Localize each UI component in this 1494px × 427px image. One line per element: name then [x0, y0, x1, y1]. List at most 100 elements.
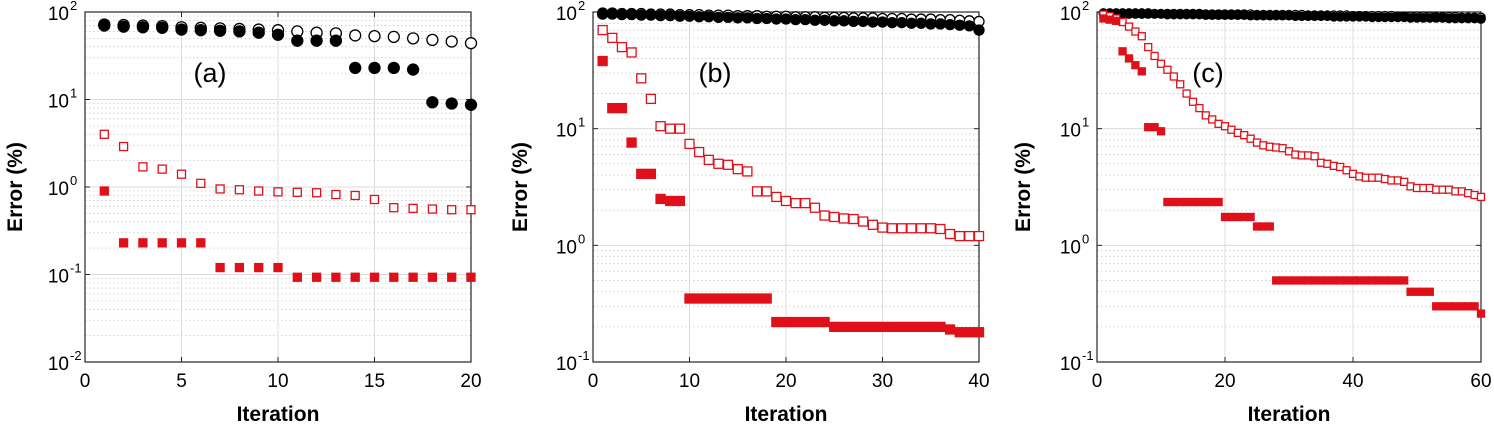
x-axis-label: Iteration: [1248, 403, 1331, 426]
filled-square-point: [176, 238, 187, 248]
open-square-point: [973, 230, 985, 242]
filled-square-point: [389, 272, 399, 282]
y-tick-exponent: -1: [578, 348, 590, 363]
x-tick-label: 15: [364, 371, 385, 392]
y-axis-label: Error (%): [4, 142, 27, 232]
series-red-open-square: [99, 129, 476, 215]
filled-circle-point: [98, 19, 111, 32]
x-tick-label: 0: [588, 371, 599, 392]
filled-square-point: [742, 293, 753, 304]
filled-circle-point: [606, 8, 618, 20]
x-tick-label: 0: [1092, 371, 1103, 392]
open-square-point: [819, 210, 830, 221]
open-square-point: [447, 205, 457, 215]
open-square-point: [761, 186, 772, 197]
open-square-point: [254, 186, 264, 196]
filled-circle-point: [905, 17, 918, 29]
panel-label-c: (c): [1192, 58, 1223, 88]
filled-square-point: [1137, 67, 1146, 76]
y-tick-base: 10: [556, 121, 577, 142]
filled-circle-point: [732, 12, 744, 24]
filled-circle-point: [136, 21, 150, 34]
filled-square-point: [694, 293, 705, 304]
filled-square-point: [800, 316, 811, 328]
open-square-point: [838, 213, 850, 224]
open-square-point: [944, 228, 956, 240]
filled-square-point: [867, 321, 878, 333]
open-square-point: [616, 41, 628, 53]
filled-circle-point: [683, 10, 696, 22]
y-tick-exponent: 0: [578, 231, 585, 246]
filled-square-point: [292, 272, 302, 282]
y-tick-base: 10: [48, 92, 69, 113]
filled-square-point: [684, 293, 695, 304]
filled-circle-point: [809, 14, 821, 26]
filled-square-point: [935, 321, 946, 333]
x-tick-label: 30: [872, 371, 893, 392]
filled-square-point: [964, 327, 975, 338]
open-square-point: [925, 223, 936, 234]
open-square-point: [99, 129, 109, 139]
filled-square-point: [973, 327, 985, 338]
open-square-point: [138, 162, 148, 172]
open-square-point: [703, 154, 714, 166]
open-square-point: [369, 194, 380, 205]
filled-circle-point: [925, 18, 937, 30]
open-square-point: [1310, 152, 1319, 161]
series-black-filled-circle: [98, 19, 478, 111]
open-circle-point: [406, 32, 420, 45]
filled-circle-point: [770, 13, 782, 25]
open-square-point: [964, 230, 975, 242]
filled-square-point: [331, 272, 341, 282]
filled-square-point: [665, 195, 676, 207]
open-square-point: [665, 123, 676, 134]
filled-square-point: [896, 321, 907, 333]
filled-circle-point: [886, 17, 898, 29]
y-tick-label: 10 2: [556, 0, 585, 25]
open-square-point: [935, 223, 946, 235]
series-black-filled-circle: [1098, 8, 1486, 24]
y-tick-exponent: 2: [70, 0, 77, 13]
filled-circle-point: [963, 20, 975, 32]
open-square-point: [751, 186, 763, 197]
open-square-point: [684, 138, 695, 150]
filled-square-point: [819, 316, 830, 328]
filled-circle-point: [387, 61, 400, 74]
y-tick-base: 10: [48, 267, 69, 288]
open-square-point: [655, 121, 666, 132]
filled-circle-point: [1476, 14, 1486, 24]
filled-square-point: [713, 293, 724, 304]
y-tick-label: 10 0: [556, 231, 585, 258]
open-square-point: [771, 191, 782, 203]
filled-circle-point: [445, 97, 458, 110]
y-tick-base: 10: [556, 237, 577, 258]
y-tick-label: 10 -1: [556, 348, 590, 375]
panel-label-b: (b): [699, 58, 732, 88]
filled-square-point: [157, 238, 167, 248]
y-tick-label: 10 2: [48, 0, 77, 25]
filled-circle-point: [703, 11, 715, 23]
y-tick-base: 10: [556, 354, 577, 375]
y-tick-label: 10 -1: [1060, 348, 1094, 375]
filled-square-point: [1124, 54, 1134, 63]
open-square-point: [1150, 51, 1159, 61]
filled-square-point: [790, 316, 801, 328]
filled-circle-point: [857, 15, 869, 28]
open-square-point: [858, 216, 869, 227]
y-tick-base: 10: [1060, 237, 1081, 258]
y-tick-base: 10: [556, 4, 577, 25]
open-circle-point: [368, 29, 381, 43]
open-square-point: [1131, 27, 1140, 36]
open-square-point: [1144, 42, 1153, 52]
open-square-point: [1169, 72, 1178, 81]
open-circle-point: [387, 30, 400, 43]
open-square-point: [1188, 97, 1198, 106]
open-square-point: [829, 211, 840, 223]
series-red-filled-square: [99, 186, 476, 282]
y-tick-exponent: 1: [70, 86, 77, 101]
filled-circle-point: [674, 10, 686, 22]
filled-square-point: [751, 293, 763, 304]
filled-square-point: [645, 168, 657, 179]
open-square-point: [1400, 177, 1409, 187]
